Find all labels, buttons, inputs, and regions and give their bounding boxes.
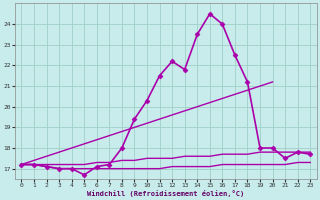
X-axis label: Windchill (Refroidissement éolien,°C): Windchill (Refroidissement éolien,°C) [87,190,244,197]
